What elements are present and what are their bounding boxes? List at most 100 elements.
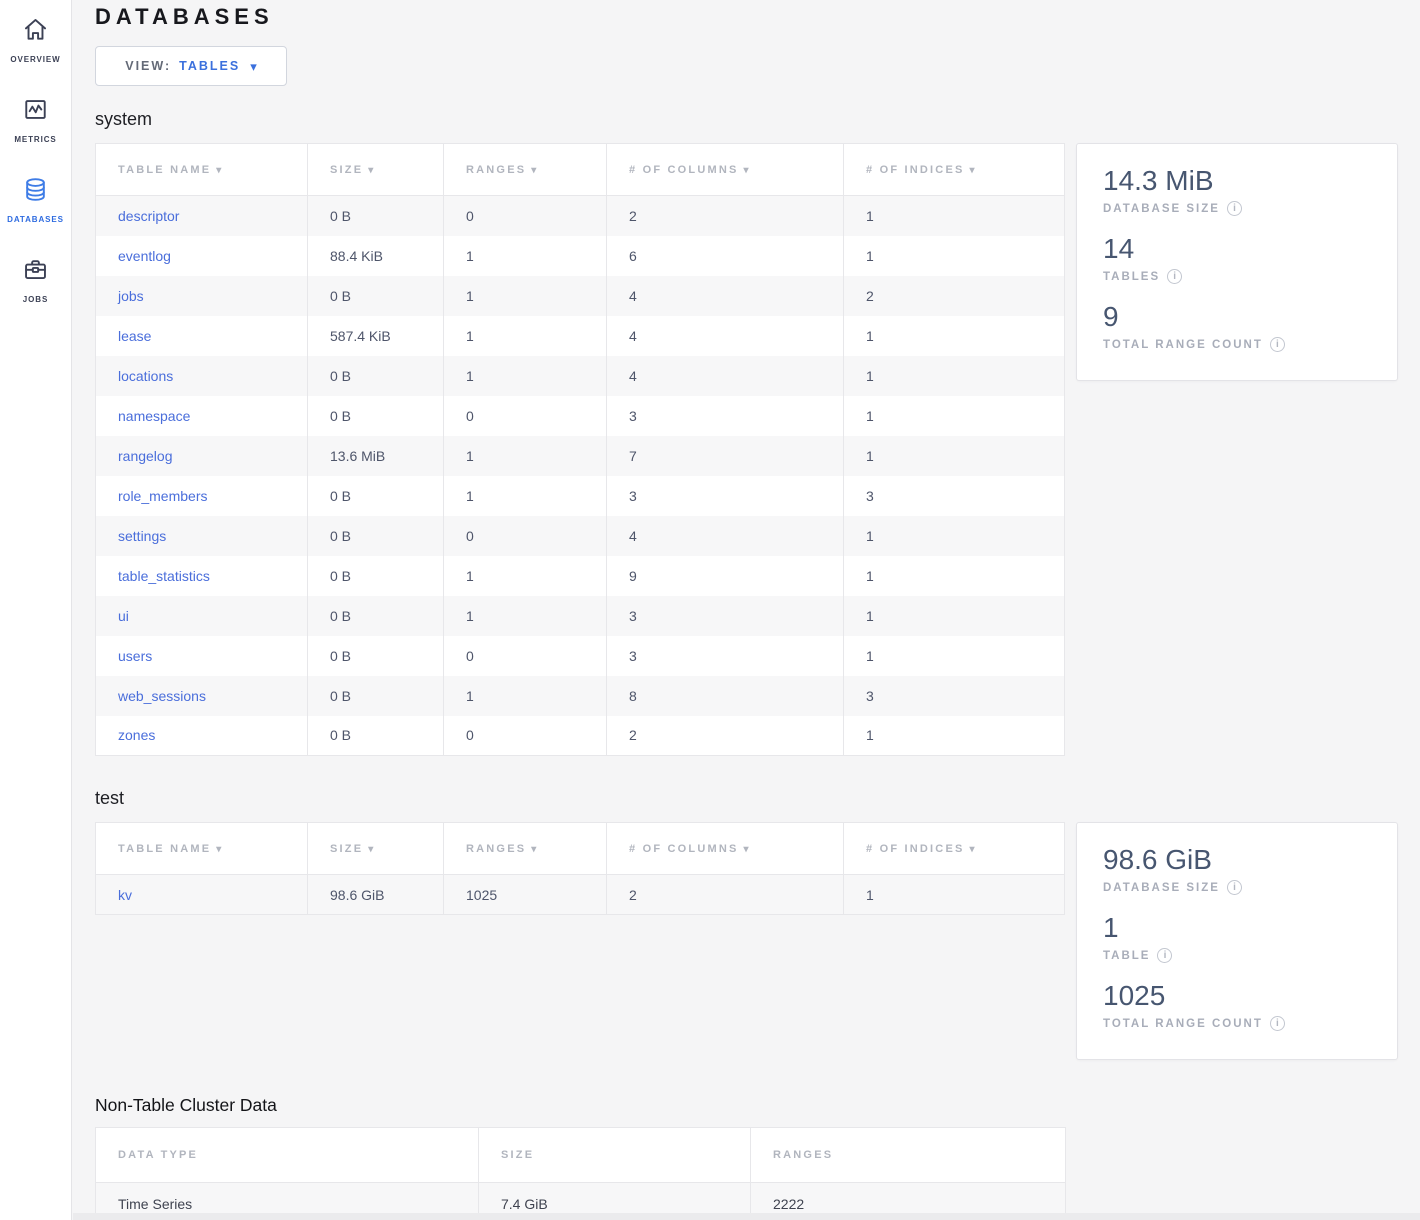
column-header-ranges[interactable]: RANGES	[443, 822, 607, 875]
columns-cell: 9	[606, 555, 844, 596]
columns-cell: 4	[606, 515, 844, 556]
columns-cell: 3	[606, 475, 844, 516]
table-name-link[interactable]: web_sessions	[118, 687, 206, 704]
sort-caret-icon	[744, 844, 751, 855]
table-name-link[interactable]: zones	[118, 727, 156, 744]
ranges-cell: 1	[443, 235, 607, 276]
column-header-table-name[interactable]: TABLE NAME	[95, 822, 308, 875]
info-icon[interactable]	[1269, 1016, 1285, 1031]
column-header-table-name[interactable]: TABLE NAME	[95, 143, 308, 196]
table-name-link[interactable]: namespace	[118, 407, 191, 424]
ranges-cell: 1	[443, 275, 607, 316]
size-cell: 0 B	[307, 595, 444, 636]
table-row: users 0 B 0 3 1	[95, 635, 1065, 676]
column-header-ranges[interactable]: RANGES	[443, 143, 607, 196]
sidebar-item-databases[interactable]: DATABASES	[0, 170, 72, 250]
sort-caret-icon	[368, 165, 375, 176]
stat-table-count: 1 TABLE	[1103, 911, 1371, 963]
sidebar: OVERVIEW METRICS DATABASES	[0, 0, 72, 1220]
indices-cell: 3	[866, 487, 874, 504]
table-row: namespace 0 B 0 3 1	[95, 395, 1065, 436]
size-cell: 0 B	[307, 715, 444, 756]
table-name-link[interactable]: users	[118, 647, 153, 664]
table-row: rangelog 13.6 MiB 1 7 1	[95, 435, 1065, 476]
briefcase-icon	[22, 256, 49, 288]
sidebar-item-label: OVERVIEW	[10, 55, 61, 64]
stat-table-count: 14 TABLES	[1103, 232, 1371, 284]
ranges-cell: 0	[443, 635, 607, 676]
table-name-link[interactable]: eventlog	[118, 247, 171, 264]
database-heading-system: system	[95, 109, 153, 129]
sidebar-item-label: METRICS	[14, 135, 57, 144]
table-name-link[interactable]: locations	[118, 367, 174, 384]
table-name-link[interactable]: rangelog	[118, 447, 173, 464]
table-name-link[interactable]: descriptor	[118, 207, 180, 224]
home-icon	[22, 16, 49, 48]
indices-cell: 1	[866, 607, 874, 624]
size-cell: 98.6 GiB	[307, 874, 444, 915]
sidebar-item-jobs[interactable]: JOBS	[0, 250, 72, 330]
columns-cell: 3	[606, 635, 844, 676]
view-selector-prefix: VIEW:	[125, 59, 172, 73]
view-selector-dropdown[interactable]: VIEW: TABLES	[95, 46, 287, 86]
indices-cell: 1	[866, 886, 874, 903]
stat-value: 14.3 MiB	[1103, 165, 1214, 196]
columns-cell: 7	[606, 435, 844, 476]
sidebar-item-label: DATABASES	[7, 215, 64, 224]
info-icon[interactable]	[1157, 948, 1173, 963]
sidebar-item-metrics[interactable]: METRICS	[0, 90, 72, 170]
column-header-size[interactable]: SIZE	[307, 822, 444, 875]
table-row: zones 0 B 0 2 1	[95, 715, 1065, 756]
table-name-link[interactable]: table_statistics	[118, 567, 210, 584]
column-header-columns[interactable]: # OF COLUMNS	[606, 143, 844, 196]
stat-value: 1025	[1103, 980, 1166, 1011]
indices-cell: 1	[866, 447, 874, 464]
sort-caret-icon	[970, 165, 977, 176]
table-name-link[interactable]: lease	[118, 327, 152, 344]
metrics-icon	[22, 96, 49, 128]
columns-cell: 2	[606, 715, 844, 756]
column-header-indices[interactable]: # OF INDICES	[843, 822, 1065, 875]
table-name-link[interactable]: settings	[118, 527, 167, 544]
column-header-columns[interactable]: # OF COLUMNS	[606, 822, 844, 875]
info-icon[interactable]	[1226, 880, 1242, 895]
tables-table-system: TABLE NAME SIZE RANGES # OF COLUMNS # OF…	[95, 143, 1065, 756]
table-name-link[interactable]: jobs	[118, 287, 144, 304]
indices-cell: 1	[866, 647, 874, 664]
column-header-size[interactable]: SIZE	[307, 143, 444, 196]
page-title: DATABASES	[95, 4, 274, 29]
column-header-size: SIZE	[478, 1127, 751, 1183]
size-cell: 0 B	[307, 555, 444, 596]
info-icon[interactable]	[1226, 201, 1242, 216]
tables-table-test: TABLE NAME SIZE RANGES # OF COLUMNS # OF…	[95, 822, 1065, 915]
columns-cell: 4	[606, 275, 844, 316]
stat-value: 14	[1103, 233, 1135, 264]
stat-label: DATABASE SIZE	[1103, 202, 1220, 215]
ranges-cell: 0	[443, 715, 607, 756]
sort-caret-icon	[368, 844, 375, 855]
info-icon[interactable]	[1167, 269, 1183, 284]
table-name-link[interactable]: kv	[118, 886, 132, 903]
indices-cell: 1	[866, 727, 874, 744]
columns-cell: 3	[606, 595, 844, 636]
indices-cell: 1	[866, 407, 874, 424]
columns-cell: 4	[606, 315, 844, 356]
indices-cell: 1	[866, 247, 874, 264]
table-row: settings 0 B 0 4 1	[95, 515, 1065, 556]
table-name-link[interactable]: role_members	[118, 487, 208, 504]
info-icon[interactable]	[1269, 337, 1285, 352]
size-cell: 0 B	[307, 395, 444, 436]
columns-cell: 2	[606, 195, 844, 236]
table-name-link[interactable]: ui	[118, 607, 129, 624]
sidebar-item-overview[interactable]: OVERVIEW	[0, 10, 72, 90]
stat-value: 9	[1103, 301, 1119, 332]
column-header-indices[interactable]: # OF INDICES	[843, 143, 1065, 196]
stat-database-size: 14.3 MiB DATABASE SIZE	[1103, 164, 1371, 216]
size-cell: 0 B	[307, 675, 444, 716]
table-row: descriptor 0 B 0 2 1	[95, 195, 1065, 236]
sort-caret-icon	[216, 844, 223, 855]
stat-label: TABLES	[1103, 270, 1161, 283]
table-row: table_statistics 0 B 1 9 1	[95, 555, 1065, 596]
columns-cell: 4	[606, 355, 844, 396]
size-cell: 0 B	[307, 635, 444, 676]
